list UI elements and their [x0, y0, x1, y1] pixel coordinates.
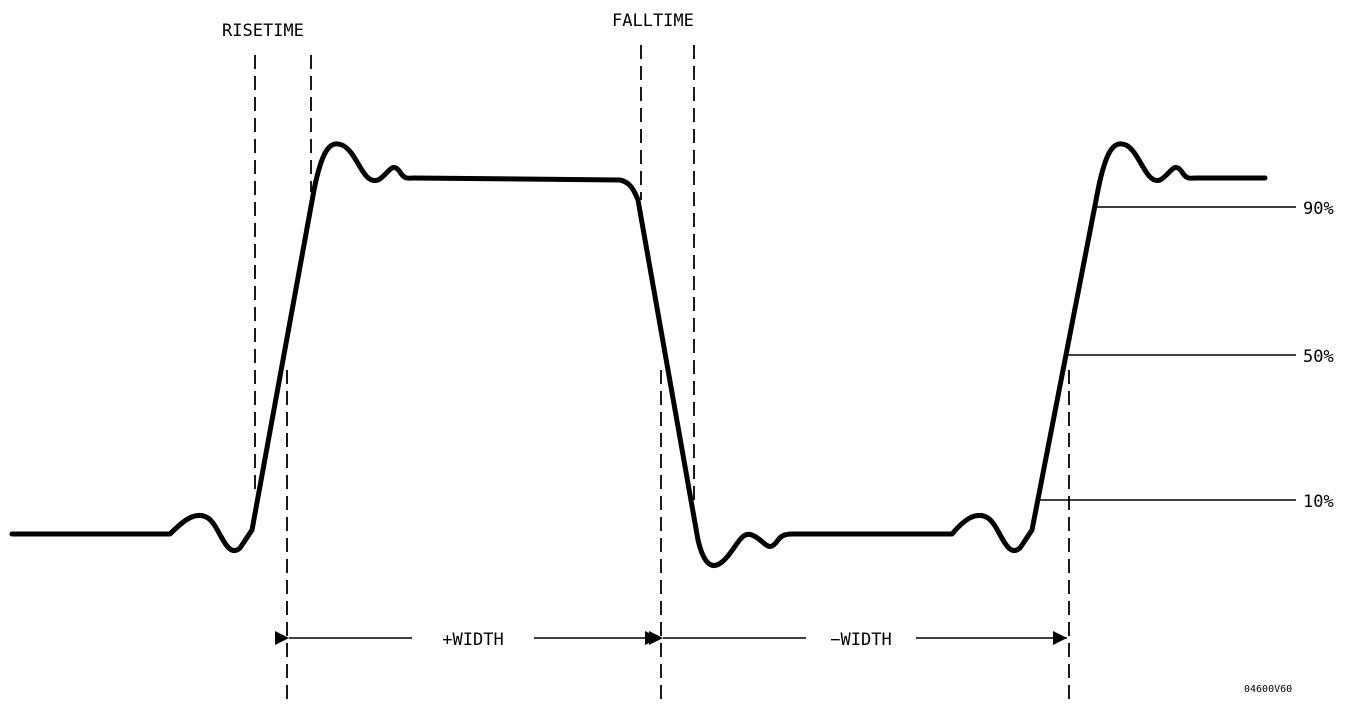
level-90-label: 90%: [1303, 199, 1334, 219]
level-10-label: 10%: [1303, 492, 1334, 512]
level-50-label: 50%: [1303, 347, 1334, 367]
figure-id-label: 04600V60: [1244, 684, 1292, 695]
falltime-label: FALLTIME: [612, 11, 694, 31]
minus-width-label: −WIDTH: [830, 630, 891, 650]
plus-width-label: +WIDTH: [442, 630, 503, 650]
risetime-label: RISETIME: [222, 21, 304, 41]
pulse-waveform: [9, 141, 1268, 568]
